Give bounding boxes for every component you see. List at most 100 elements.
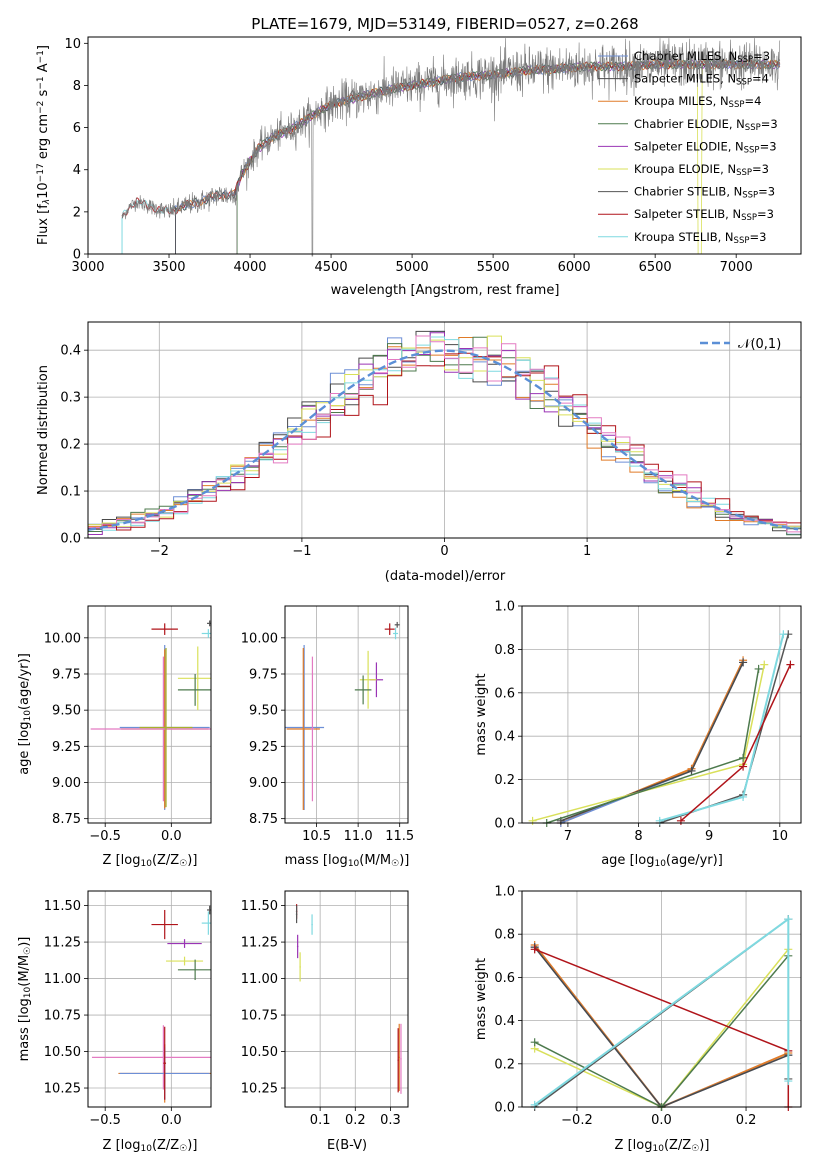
- massweight_vs_Z-ylabel-part: mass weight: [474, 958, 489, 1040]
- legend-tail: =3: [749, 230, 766, 244]
- x-tick-label: 6500: [639, 260, 672, 275]
- legend-sub: SSP: [734, 236, 750, 246]
- y-tick-label: 4: [73, 163, 81, 178]
- mass_vs_Z-xlabel-part: (Z/Z: [152, 1138, 179, 1153]
- legend-tail: =3: [758, 185, 775, 199]
- weight-marker-kroupa_stelib: [784, 1077, 793, 1086]
- x-tick-label: 0.3: [380, 1113, 401, 1128]
- x-tick-label: 2: [726, 544, 734, 559]
- spectrum-model-line-chabrier_miles: [175, 59, 781, 254]
- gaussian-curve: [87, 349, 799, 531]
- mass_vs_Z-xlabel-part: ☉: [179, 1144, 187, 1154]
- x-tick-label: −0.2: [561, 1113, 593, 1128]
- spectrum-xlabel: wavelength [Angstrom, rest frame]: [331, 283, 560, 298]
- histogram-pink: [88, 335, 801, 533]
- legend-tail: =3: [757, 207, 774, 221]
- y-tick-label: 0.3: [60, 391, 81, 406]
- x-tick-label: 7000: [720, 260, 753, 275]
- weight-line-kroupa_miles: [560, 659, 745, 824]
- residuals-xlabel: (data-model)/error: [385, 569, 506, 584]
- x-tick-label: 6000: [558, 260, 591, 275]
- mass_vs_Z-ylabel-part: (M/M: [17, 955, 32, 987]
- massweight_vs_Z-xlabel-part: )]: [699, 1138, 709, 1153]
- y-tick-label: 0.2: [60, 438, 81, 453]
- y-tick-label: 0.6: [494, 971, 515, 986]
- x-tick-label: 7: [564, 829, 572, 844]
- massweight_vs_age-ylabel: mass weight: [474, 673, 489, 755]
- gaussian-legend-label: 𝒩(0,1): [738, 337, 781, 352]
- y-tick-label: 10.00: [241, 631, 278, 646]
- weight-marker-kroupa_stelib: [784, 915, 793, 924]
- legend-tail: =3: [760, 139, 777, 153]
- age_vs_mass-xlabel-part: mass [log: [285, 853, 348, 868]
- legend-sub: SSP: [742, 191, 758, 201]
- spectrum-ylabel-part: s: [36, 89, 51, 100]
- y-tick-label: 9.50: [249, 704, 278, 719]
- spectrum-ylabel-part: A: [36, 63, 51, 76]
- weight-marker-kroupa_stelib: [779, 630, 788, 639]
- y-tick-label: 9.50: [52, 704, 81, 719]
- mass_vs_EBV-axes: 0.1 0.2 0.3 10.25 10.50 10.75 11.00 11.25 11.50 E…: [241, 890, 409, 1153]
- spectrum-ylabel-part: −17: [36, 163, 46, 182]
- mass_vs_EBV-frame: [284, 890, 409, 1108]
- x-tick-label: −0.5: [89, 1113, 121, 1128]
- x-tick-label: 5000: [396, 260, 429, 275]
- weight-marker-kroupa_stelib: [655, 816, 664, 825]
- age_vs_Z-xlabel-part: ☉: [179, 859, 187, 869]
- massweight_vs_Z-xlabel-part: Z [log: [615, 1138, 653, 1153]
- spectrum-observed-line: [121, 38, 781, 257]
- massweight_vs_age-xlabel-part: age [log: [601, 853, 654, 868]
- y-tick-label: 1.0: [494, 885, 515, 900]
- weight-marker-kroupa_stelib: [739, 792, 748, 801]
- y-tick-label: 9.00: [249, 776, 278, 791]
- age_vs_mass-xlabel-part: 10: [348, 859, 360, 869]
- legend-sub: SSP: [736, 168, 752, 178]
- y-tick-label: 10.75: [44, 1009, 81, 1024]
- y-tick-label: 0: [73, 248, 81, 263]
- x-tick-label: 0.0: [161, 1113, 182, 1128]
- legend-sub: SSP: [729, 100, 745, 110]
- spectrum-ylabel-part: −1: [36, 76, 46, 89]
- age_vs_Z-ylabel-part: 10: [23, 710, 33, 722]
- legend-sub: SSP: [741, 213, 757, 223]
- legend-sub: SSP: [737, 55, 753, 65]
- age_vs_mass-xlabel-part: ☉: [391, 859, 399, 869]
- mass_vs_Z-ylabel-part: )]: [17, 937, 32, 947]
- y-tick-label: 11.50: [44, 899, 81, 914]
- spectrum-model-line-salpeter_elodie: [236, 59, 781, 254]
- x-tick-label: 0.2: [736, 1113, 757, 1128]
- legend-tail: =4: [752, 72, 769, 86]
- spectrum-model-line-kroupa_elodie: [236, 59, 781, 255]
- weight-marker-kroupa_elodie: [760, 660, 769, 669]
- legend-sub: SSP: [745, 123, 761, 133]
- spectrum-ylabel-part: 10: [36, 182, 51, 199]
- massweight_vs_Z-ylabel: mass weight: [474, 958, 489, 1040]
- x-tick-label: 0.1: [310, 1113, 331, 1128]
- x-tick-label: 0: [440, 544, 448, 559]
- x-tick-label: 11.5: [385, 829, 414, 844]
- massweight_vs_Z-xlabel-part: ☉: [691, 1144, 699, 1154]
- weight-marker-kroupa_stelib: [530, 1100, 539, 1109]
- y-tick-label: 10.25: [241, 1082, 278, 1097]
- legend-label: Chabrier MILES, N: [634, 49, 737, 63]
- y-tick-label: 9.75: [52, 667, 81, 682]
- mass_vs_Z-ylabel: mass [log10(M/M☉)]: [17, 937, 33, 1062]
- spectrum-ylabel-part: λ: [42, 199, 52, 205]
- y-tick-label: 10.00: [44, 631, 81, 646]
- spectrum-ylabel-part: −2: [36, 101, 46, 114]
- y-tick-label: 9.00: [52, 776, 81, 791]
- legend-label: Kroupa MILES, N: [634, 94, 729, 108]
- y-tick-label: 9.25: [249, 740, 278, 755]
- x-tick-label: 0.2: [345, 1113, 366, 1128]
- legend-entry-kroupa_miles: Kroupa MILES, NSSP=4: [634, 94, 761, 110]
- mass_vs_Z-ylabel-part: ☉: [23, 947, 33, 955]
- x-tick-label: 0.0: [161, 829, 182, 844]
- weight-marker-salpeter_miles: [739, 658, 748, 667]
- spectrum-frame: [87, 36, 802, 255]
- y-tick-label: 0.2: [494, 773, 515, 788]
- legend-entry-salpeter_elodie: Salpeter ELODIE, NSSP=3: [634, 139, 777, 155]
- legend-label: Kroupa STELIB, N: [634, 230, 734, 244]
- y-tick-label: 0.4: [60, 344, 81, 359]
- residuals-xlabel-part: (data-model)/error: [385, 569, 506, 584]
- legend-entry-chabrier_elodie: Chabrier ELODIE, NSSP=3: [634, 117, 778, 133]
